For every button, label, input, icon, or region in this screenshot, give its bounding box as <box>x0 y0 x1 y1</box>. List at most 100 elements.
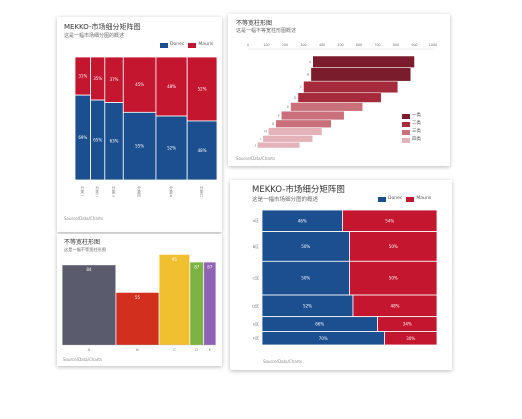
legend-item-1: 一类 <box>402 114 421 119</box>
y-category-label: E <box>287 105 289 109</box>
y-category-label: D区 <box>252 303 259 308</box>
mekko-segment-5-donec <box>155 115 188 181</box>
bar-B <box>310 67 412 82</box>
bar-F <box>281 110 345 121</box>
column-C <box>159 254 190 345</box>
data-label: 48% <box>391 303 400 308</box>
chart-title: MEKKO-市场细分矩阵图 <box>64 23 141 31</box>
data-label: 87 <box>207 264 213 269</box>
x-tick-label: B <box>136 347 139 352</box>
legend-label: 三类 <box>412 129 421 135</box>
y-category-label: F <box>278 114 280 118</box>
y-category-label: A区 <box>253 218 260 223</box>
column-E <box>204 262 216 345</box>
variable-width-bar-chart-card: 0 100 200 300 400 500 600 700 800 900 1000 A B C D E F G H… <box>228 14 450 166</box>
x-tick-label: 分类六 <box>199 185 204 197</box>
bar-H <box>268 127 323 136</box>
chart-legend: Donec Mauris <box>160 43 213 48</box>
variable-width-bar-plot: 0 100 200 300 400 500 600 700 800 900 1000 A B C D E FG H… <box>247 43 437 149</box>
y-category-label: F区 <box>253 336 259 341</box>
bar-A <box>312 55 415 68</box>
x-tick-label: 分类四 <box>136 185 141 197</box>
legend-item-donec: Donec <box>378 197 402 202</box>
legend-label: 一类 <box>412 113 421 119</box>
data-label: 63% <box>110 139 119 144</box>
legend-label: Donec <box>388 196 403 202</box>
mekko-row-6-mauris <box>384 331 438 346</box>
mekko-horizontal-plot: 46% 54% A区 50% 50% B区 50% 50% C区 52% 48% D区 66% 34% E区… <box>252 209 438 346</box>
x-tick-label: C <box>173 347 176 352</box>
legend-item-3: 三类 <box>402 130 421 135</box>
mekko-row-3-mauris <box>349 260 438 296</box>
column-A <box>62 265 116 345</box>
bar-C <box>303 80 399 94</box>
bar-I <box>262 135 313 143</box>
y-category-label: C <box>300 85 303 89</box>
bar-E <box>290 102 363 112</box>
legend-swatch <box>160 43 168 48</box>
data-label: 46% <box>298 218 307 223</box>
mekko-vertical-chart-card: 31% 69% 分类一 35% 65% 分类二 37% 63% 分类三 45% 55% 分类四 48% 5… <box>57 17 222 232</box>
data-label: 52% <box>198 86 207 91</box>
legend-label: Mauris <box>198 42 214 48</box>
x-tick-label: 分类三 <box>111 185 116 197</box>
data-label: 87 <box>194 264 200 269</box>
legend-swatch <box>402 114 410 119</box>
y-category-label: D <box>294 96 297 100</box>
legend-item-mauris: Mauris <box>188 43 213 48</box>
x-tick-label: A <box>88 347 91 352</box>
x-tick-label: 分类一 <box>80 185 85 197</box>
bar-J <box>257 141 301 149</box>
legend-label: 四类 <box>412 137 421 143</box>
mekko-row-2-mauris <box>349 231 438 262</box>
y-category-label: E区 <box>253 321 259 326</box>
data-label: 48% <box>198 148 207 153</box>
data-label: 54% <box>385 218 394 223</box>
variable-width-column-chart-card: 84 A 55 B 95 C 87 D 87 E 不等宽柱形图 这是一幅不等宽柱形图 Source… <box>57 234 222 366</box>
data-label: 35% <box>93 76 102 81</box>
y-category-label: H <box>264 130 267 134</box>
data-label: 50% <box>301 244 310 249</box>
legend-swatch <box>188 43 197 48</box>
data-label: 45% <box>135 82 144 87</box>
column-D <box>190 262 204 345</box>
mekko-horizontal-chart-card: 46% 54% A区 50% 50% B区 50% 50% C区 52% 48% D区 66% 34% E区… <box>230 180 452 370</box>
x-tick-label: 100 <box>263 43 269 47</box>
mekko-segment-6-donec <box>186 120 218 181</box>
legend-swatch <box>402 138 410 143</box>
y-category-label: A <box>309 60 312 64</box>
data-label: 30% <box>406 336 415 341</box>
y-category-label: I <box>260 137 261 141</box>
legend-item-4: 四类 <box>402 138 421 143</box>
data-label: 52% <box>167 145 176 150</box>
legend-swatch <box>402 130 410 135</box>
data-label: 31% <box>78 73 87 78</box>
data-label: 95 <box>172 257 178 262</box>
x-tick-label: 400 <box>319 43 325 47</box>
y-category-label: C区 <box>253 276 260 281</box>
x-tick-label: 600 <box>356 43 362 47</box>
data-label: 69% <box>78 135 87 140</box>
chart-title: MEKKO-市场细分矩阵图 <box>252 185 345 195</box>
column-B <box>116 292 159 345</box>
data-label: 70% <box>319 336 328 341</box>
x-tick-label: D <box>195 347 198 352</box>
legend-swatch <box>378 197 386 202</box>
x-tick-label: 800 <box>393 43 399 47</box>
legend-label: Mauris <box>416 196 432 202</box>
chart-source: Source/Data/Charts <box>263 359 303 364</box>
chart-subtitle: 这是一幅不等宽柱形图概述 <box>236 28 297 34</box>
x-tick-label: E <box>209 347 212 352</box>
y-category-label: B <box>307 73 310 77</box>
data-label: 55 <box>135 295 141 300</box>
x-tick-label: 200 <box>282 43 288 47</box>
mekko-vertical-plot: 31% 69% 分类一 35% 65% 分类二 37% 63% 分类三 45% 55% 分类四 48% 5… <box>74 56 218 197</box>
legend-label: 二类 <box>412 121 421 127</box>
y-category-label: B区 <box>253 244 260 249</box>
data-label: 52% <box>303 303 312 308</box>
legend-item-donec: Donec <box>160 43 184 48</box>
chart-subtitle: 这是一幅市场细分图的概述 <box>252 197 319 203</box>
x-tick-label: 分类二 <box>95 185 100 197</box>
x-tick-label: 1000 <box>429 43 437 47</box>
chart-subtitle: 这是一幅市场细分图的概述 <box>64 33 125 39</box>
